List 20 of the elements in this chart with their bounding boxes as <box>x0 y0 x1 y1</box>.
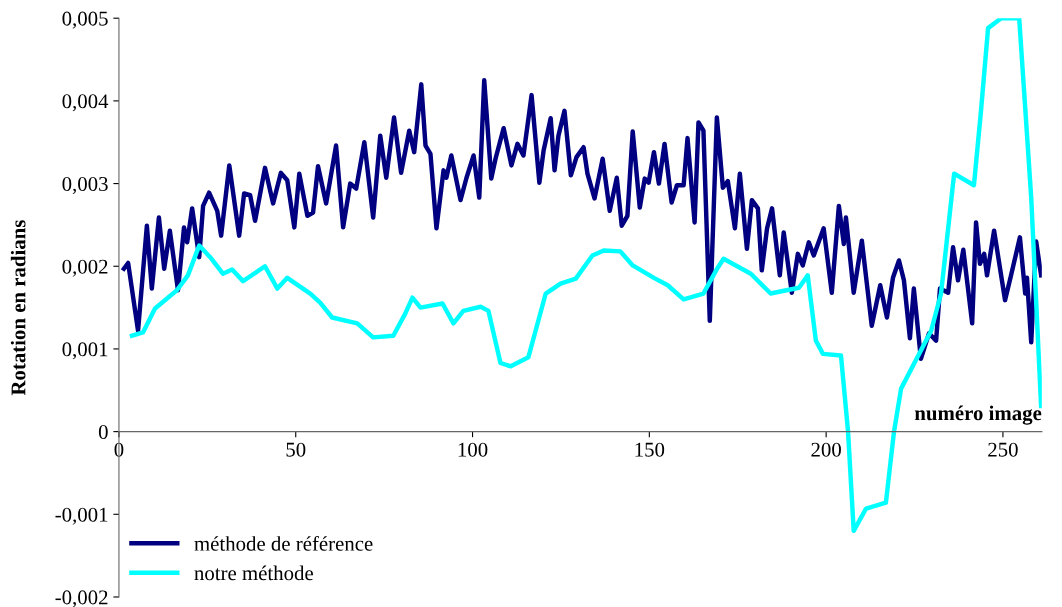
x-tick-label: 100 <box>458 442 488 457</box>
x-tick-label: 0 <box>114 442 124 457</box>
y-tick-label: -0,001 <box>55 507 108 525</box>
y-tick-label: 0,002 <box>62 259 108 277</box>
y-tick-label: 0,004 <box>62 94 109 112</box>
legend-label: notre méthode <box>194 565 313 581</box>
x-tick-label: 50 <box>286 442 306 457</box>
y-tick-label: 0 <box>98 424 108 440</box>
y-tick-label: 0,003 <box>62 176 108 195</box>
line-series <box>121 78 1042 362</box>
x-axis-title: numéro image <box>914 405 1042 425</box>
legend-label: méthode de référence <box>194 535 373 551</box>
x-tick-label: 150 <box>635 442 665 457</box>
y-tick-label: 0,001 <box>62 342 108 360</box>
y-axis-title: Rotation en radians <box>10 220 26 396</box>
x-tick-label: 200 <box>811 442 841 457</box>
x-tick-label: 250 <box>988 442 1018 457</box>
y-tick-label: 0,005 <box>62 11 108 29</box>
y-tick-label: -0,002 <box>55 590 108 607</box>
line-series <box>129 18 1042 534</box>
